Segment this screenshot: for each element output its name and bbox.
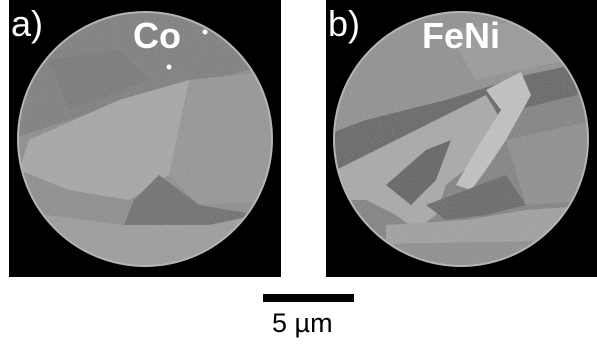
scale-bar <box>263 294 354 302</box>
scale-bar-label: 5 µm <box>272 308 333 338</box>
panel-feni: b) FeNi <box>326 0 597 277</box>
material-label-co: Co <box>133 15 181 56</box>
material-label-feni: FeNi <box>422 15 501 56</box>
panel-co: a) Co <box>9 0 281 277</box>
co-domain-image <box>9 0 281 277</box>
feni-domain-image <box>326 0 597 277</box>
panel-letter-a: a) <box>11 3 44 44</box>
panel-letter-b: b) <box>328 3 361 44</box>
